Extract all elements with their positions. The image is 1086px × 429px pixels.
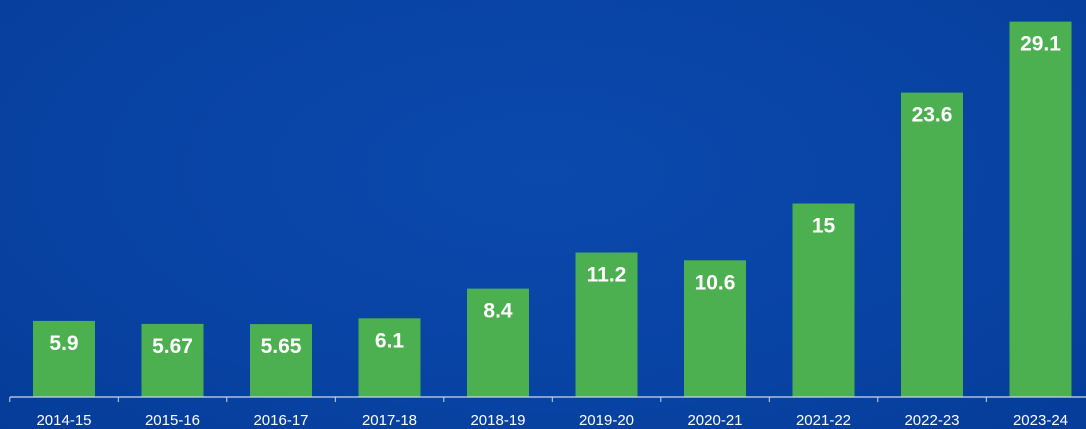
x-tick-label-2017-18: 2017-18 [362,412,417,429]
bar-2018-19 [467,288,529,397]
value-label-2018-19: 8.4 [483,300,513,323]
x-tick-label-2014-15: 2014-15 [36,412,91,429]
value-label-2019-20: 11.2 [587,264,627,287]
x-axis-ticks: 2014-15 2015-16 2016-17 2017-18 2018-19 2019-… [9,397,1068,429]
value-label-2022-23: 23.6 [912,104,953,127]
bar-2021-22 [792,203,855,397]
value-label-2021-22: 15 [812,215,836,238]
value-label-2023-24: 29.1 [1020,33,1061,56]
x-tick-label-2016-17: 2016-17 [253,412,308,429]
x-tick-label-2023-24: 2023-24 [1013,412,1068,429]
bars-layer [33,21,1072,397]
x-tick-label-2020-21: 2020-21 [687,412,742,429]
bar-2022-23 [901,92,963,397]
value-label-2020-21: 10.6 [695,271,736,294]
value-label-2015-16: 5.67 [152,335,193,358]
x-tick-label-2022-23: 2022-23 [904,412,959,429]
value-label-2017-18: 6.1 [375,329,405,352]
value-label-2014-15: 5.9 [49,332,78,355]
value-label-2016-17: 5.65 [261,335,302,358]
x-tick-label-2021-22: 2021-22 [796,412,851,429]
bar-2014-15 [33,320,95,397]
value-labels: 5.9 5.67 5.65 6.1 8.4 11.2 10.6 15 23.6 29.1 [49,33,1061,359]
bar-2016-17 [250,324,312,397]
bar-2017-18 [358,318,421,397]
bar-2020-21 [684,260,746,397]
x-tick-label-2015-16: 2015-16 [145,412,200,429]
bar-2015-16 [141,323,204,397]
bar-2023-24 [1009,21,1072,397]
x-tick-label-2019-20: 2019-20 [579,412,634,429]
bar-2019-20 [575,252,638,397]
x-tick-label-2018-19: 2018-19 [470,412,525,429]
